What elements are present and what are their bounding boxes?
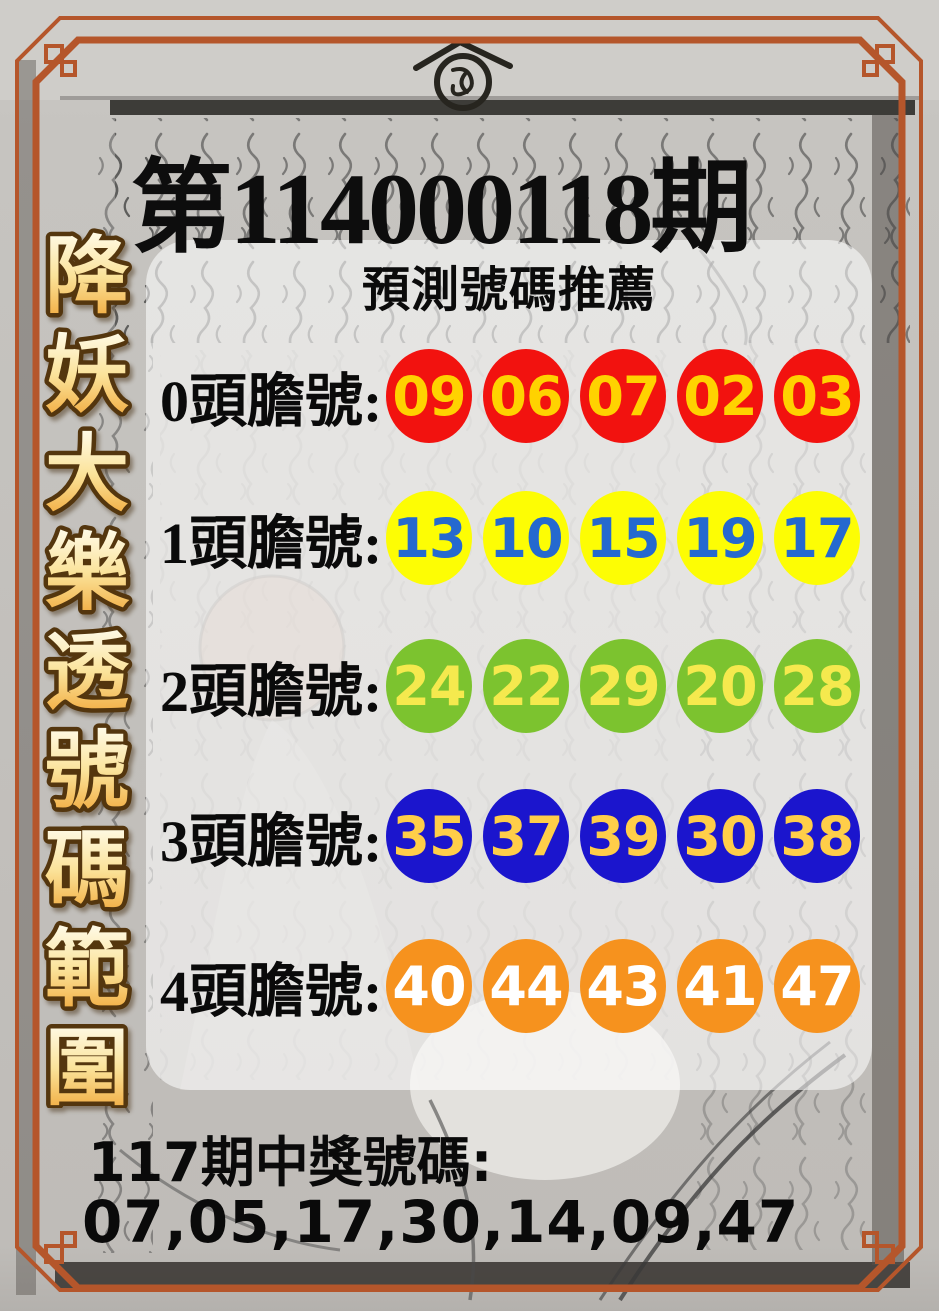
- lotto-ball: 30: [677, 789, 763, 883]
- row-label: 3頭膽號:: [160, 809, 383, 874]
- lotto-ball: 29: [580, 639, 666, 733]
- lotto-ball: 17: [774, 491, 860, 585]
- lotto-ball: 43: [580, 939, 666, 1033]
- lotto-ball: 28: [774, 639, 860, 733]
- ball-group: 09 06 07 02 03: [386, 349, 860, 443]
- row-label: 1頭膽號:: [160, 511, 383, 576]
- lotto-ball: 22: [483, 639, 569, 733]
- row-label: 0頭膽號:: [160, 369, 383, 434]
- prediction-row: 2頭膽號: 24 22 29 20 28: [160, 636, 860, 736]
- lotto-ball: 10: [483, 491, 569, 585]
- sidebar-char: 大: [45, 425, 129, 523]
- page-title: 第114000118期: [130, 153, 753, 267]
- prediction-row: 3頭膽號: 35 37 39 30 38: [160, 786, 860, 886]
- sidebar-char: 碼: [45, 821, 129, 919]
- lotto-ball: 47: [774, 939, 860, 1033]
- lotto-ball: 24: [386, 639, 472, 733]
- lotto-ball: 40: [386, 939, 472, 1033]
- lotto-ball: 37: [483, 789, 569, 883]
- sidebar-char: 號: [45, 722, 129, 820]
- lotto-ball: 15: [580, 491, 666, 585]
- sidebar-char: 透: [45, 623, 130, 721]
- lotto-ball: 38: [774, 789, 860, 883]
- lotto-ball: 35: [386, 789, 472, 883]
- lotto-ball: 13: [386, 491, 472, 585]
- lotto-ball: 41: [677, 939, 763, 1033]
- sidebar-char: 降: [45, 228, 129, 325]
- prediction-row: 4頭膽號: 40 44 43 41 47: [160, 936, 860, 1036]
- previous-draw-numbers: 07,05,17,30,14,09,47: [82, 1188, 800, 1256]
- sidebar-char: 圍: [45, 1019, 129, 1108]
- ball-group: 24 22 29 20 28: [386, 639, 860, 733]
- ball-group: 13 10 15 19 17: [386, 491, 860, 585]
- sidebar-char: 範: [45, 920, 129, 1018]
- sidebar-char: 樂: [45, 524, 130, 622]
- lotto-ball: 09: [386, 349, 472, 443]
- roof-seal-icon: [413, 38, 513, 111]
- lotto-ball: 03: [774, 349, 860, 443]
- ball-group: 35 37 39 30 38: [386, 789, 860, 883]
- lotto-ball: 06: [483, 349, 569, 443]
- prediction-row: 1頭膽號: 13 10 15 19 17: [160, 488, 860, 588]
- sidebar-char: 妖: [45, 326, 129, 424]
- row-label: 2頭膽號:: [160, 659, 383, 724]
- row-label: 4頭膽號:: [160, 959, 383, 1024]
- prediction-panel: 預測號碼推薦 0頭膽號: 09 06 07 02 03 1頭膽號: 13 10 15 19 17 2頭膽…: [146, 240, 872, 1090]
- previous-draw-label: 117期中獎號碼:: [88, 1131, 493, 1194]
- lotto-ball: 07: [580, 349, 666, 443]
- lotto-ball: 02: [677, 349, 763, 443]
- lotto-ball: 19: [677, 491, 763, 585]
- lotto-ball: 44: [483, 939, 569, 1033]
- prediction-row: 0頭膽號: 09 06 07 02 03: [160, 346, 860, 446]
- lotto-ball: 20: [677, 639, 763, 733]
- lotto-ball: 39: [580, 789, 666, 883]
- ball-group: 40 44 43 41 47: [386, 939, 860, 1033]
